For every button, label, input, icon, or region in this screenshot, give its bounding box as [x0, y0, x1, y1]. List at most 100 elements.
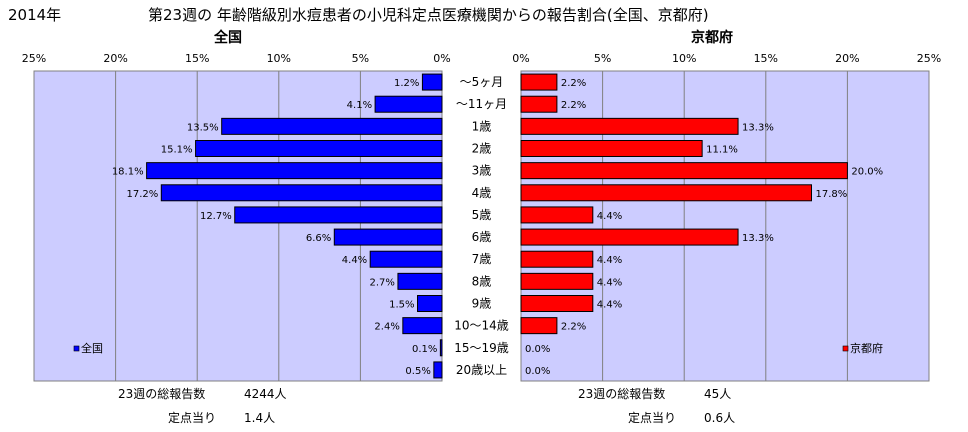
national-x-tick-label: 20% — [103, 52, 127, 65]
national-value-label: 2.7% — [370, 277, 395, 288]
kyoto-value-labels: 2.2% 2.2% 13.3% 11.1% 20.0% 17.8% 4.4% 13.3% 4.4… — [525, 78, 883, 377]
national-value-label: 12.7% — [200, 211, 232, 222]
national-bar — [160, 184, 443, 202]
national-x-tick-label: 5% — [352, 52, 369, 65]
national-bar — [146, 162, 443, 180]
kyoto-value-label: 20.0% — [851, 167, 883, 178]
kyoto-bar — [520, 206, 594, 224]
kyoto-x-tick-label: 0% — [512, 52, 529, 65]
chart-title: 第23週の 年齢階級別水痘患者の小児科定点医療機関からの報告割合(全国、京都府) — [148, 6, 709, 24]
category-label: 20歳以上 — [456, 363, 507, 377]
national-value-label: 13.5% — [187, 122, 219, 133]
kyoto-x-tick-label: 15% — [754, 52, 778, 65]
national-value-labels: 1.2% 4.1% 13.5% 15.1% 18.1% 17.2% 12.7% 6.6% 4.4… — [112, 78, 438, 377]
kyoto-value-label: 4.4% — [597, 255, 622, 266]
national-bar — [397, 272, 443, 290]
kyoto-plot-area — [520, 70, 930, 382]
kyoto-bar — [520, 228, 739, 246]
category-label: 3歳 — [472, 164, 492, 178]
national-bar — [417, 295, 443, 312]
national-value-label: 18.1% — [112, 167, 144, 178]
category-label: 5歳 — [472, 208, 492, 222]
kyoto-value-label: 2.2% — [561, 78, 586, 89]
kyoto-bar — [520, 250, 594, 268]
national-per-label: 定点当り — [168, 410, 216, 425]
kyoto-value-label: 2.2% — [561, 100, 586, 111]
kyoto-legend-label: 京都府 — [850, 341, 883, 355]
kyoto-value-label: 4.4% — [597, 211, 622, 222]
chart-year: 2014年 — [8, 6, 61, 24]
category-label: 4歳 — [472, 186, 492, 200]
kyoto-total-value: 45人 — [704, 387, 731, 401]
category-label: 2歳 — [472, 142, 492, 156]
kyoto-bars — [520, 73, 848, 335]
kyoto-total-label: 23週の総報告数 — [578, 386, 665, 401]
national-value-label: 17.2% — [127, 189, 159, 200]
national-x-tick-label: 0% — [433, 52, 450, 65]
category-label: 1歳 — [472, 119, 492, 133]
kyoto-bar — [520, 184, 812, 202]
kyoto-x-tick-label: 25% — [917, 52, 941, 65]
kyoto-value-label: 2.2% — [561, 322, 586, 333]
national-bar — [333, 228, 443, 246]
category-label: 8歳 — [472, 274, 492, 288]
kyoto-x-tick-label: 5% — [594, 52, 611, 65]
category-label: ～5ヶ月 — [460, 75, 504, 89]
category-label: 15～19歳 — [454, 341, 509, 355]
national-tick-labels: 25% 20% 15% 10% 5% 0% — [22, 52, 451, 65]
category-label: 10～14歳 — [454, 319, 509, 333]
national-bar — [234, 206, 443, 224]
national-value-label: 4.4% — [342, 255, 367, 266]
national-x-tick-label: 25% — [22, 52, 46, 65]
kyoto-panel: 0% 5% 10% 15% 20% 25% 2.2% 2.2% 13.3% 11.1% 20.0%… — [512, 52, 941, 382]
national-footer: 23週の総報告数 4244人 定点当り 1.4人 — [118, 386, 287, 425]
kyoto-legend-swatch — [842, 345, 849, 352]
kyoto-bar — [520, 317, 558, 335]
category-label: 6歳 — [472, 230, 492, 244]
kyoto-bar — [520, 140, 703, 157]
kyoto-value-label: 0.0% — [525, 344, 550, 355]
national-bar — [439, 339, 443, 357]
national-panel-title: 全国 — [213, 29, 242, 46]
national-bar — [195, 140, 443, 157]
national-value-label: 0.5% — [405, 366, 430, 377]
national-bar — [369, 250, 443, 268]
kyoto-bar — [520, 162, 848, 180]
national-total-label: 23週の総報告数 — [118, 386, 205, 401]
national-x-tick-label: 10% — [267, 52, 291, 65]
kyoto-bar — [520, 272, 594, 290]
category-label: ～11ヶ月 — [456, 97, 507, 111]
national-plot-area — [33, 70, 443, 382]
national-bar — [402, 317, 443, 335]
category-label: 7歳 — [472, 252, 492, 266]
kyoto-legend: 京都府 — [842, 341, 883, 355]
kyoto-tick-labels: 0% 5% 10% 15% 20% 25% — [512, 52, 941, 65]
kyoto-bar — [520, 95, 558, 113]
kyoto-per-value: 0.6人 — [704, 411, 735, 425]
kyoto-per-label: 定点当り — [628, 410, 676, 425]
kyoto-panel-title: 京都府 — [691, 29, 733, 46]
national-legend-swatch — [73, 345, 80, 352]
national-value-label: 1.5% — [389, 300, 414, 311]
kyoto-value-label: 13.3% — [742, 122, 774, 133]
national-bar — [221, 117, 443, 135]
kyoto-bar — [520, 295, 594, 312]
kyoto-x-tick-label: 20% — [835, 52, 859, 65]
national-bars — [146, 73, 443, 379]
kyoto-value-label: 13.3% — [742, 233, 774, 244]
kyoto-value-label: 11.1% — [706, 145, 738, 156]
kyoto-x-tick-label: 10% — [672, 52, 696, 65]
age-category-labels: ～5ヶ月 ～11ヶ月 1歳 2歳 3歳 4歳 5歳 6歳 7歳 8歳 9歳 10～14歳 15～19歳 2… — [454, 75, 509, 377]
national-bar — [433, 361, 443, 379]
national-value-label: 1.2% — [394, 78, 419, 89]
national-x-tick-label: 15% — [185, 52, 209, 65]
national-total-value: 4244人 — [244, 387, 287, 401]
national-value-label: 15.1% — [161, 145, 193, 156]
kyoto-bar — [520, 117, 739, 135]
national-bar — [421, 73, 443, 91]
kyoto-footer: 23週の総報告数 45人 定点当り 0.6人 — [578, 386, 735, 425]
national-value-label: 6.6% — [306, 233, 331, 244]
category-label: 9歳 — [472, 297, 492, 311]
national-value-label: 4.1% — [347, 100, 372, 111]
